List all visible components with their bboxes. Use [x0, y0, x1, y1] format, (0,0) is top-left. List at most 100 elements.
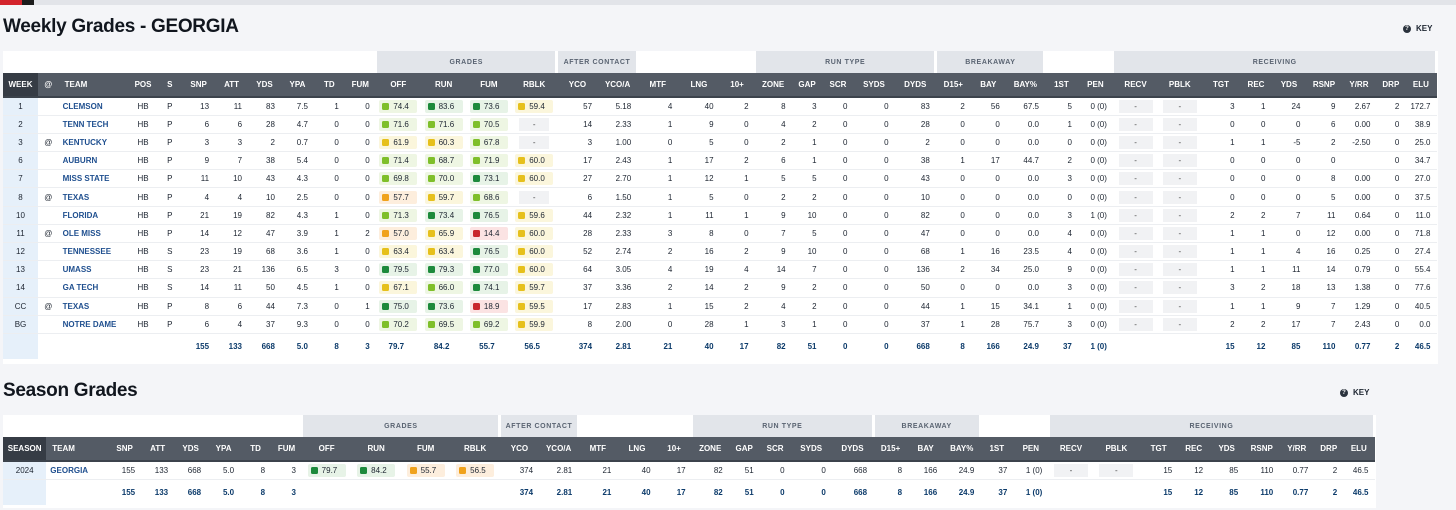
opponent-link[interactable]: NOTRE DAME [58, 315, 129, 334]
column-header-38[interactable]: ELU [1405, 73, 1437, 98]
season-column-header-21[interactable]: DYDS [831, 437, 874, 462]
yds-cell: 136 [248, 260, 281, 280]
season-column-header-9[interactable]: RUN [351, 437, 401, 462]
column-header-33[interactable]: REC [1240, 73, 1272, 98]
column-header-18[interactable]: LNG [678, 73, 720, 98]
column-header-31[interactable]: PBLK [1158, 73, 1202, 98]
fum-cell: 3 [271, 461, 302, 480]
season-column-header-28[interactable]: PBLK [1093, 437, 1140, 462]
column-header-37[interactable]: DRP [1376, 73, 1406, 98]
column-header-20[interactable]: ZONE [754, 73, 792, 98]
season-column-header-15[interactable]: LNG [617, 437, 657, 462]
season-column-header-12[interactable]: YCO [499, 437, 540, 462]
season-column-header-5[interactable]: YPA [207, 437, 241, 462]
column-header-24[interactable]: DYDS [894, 73, 936, 98]
column-header-26[interactable]: BAY [970, 73, 1006, 98]
opponent-link[interactable]: TENNESSEE [58, 242, 129, 262]
column-header-3[interactable]: POS [128, 73, 158, 98]
column-header-0[interactable]: WEEK [3, 73, 38, 98]
season-column-header-17[interactable]: ZONE [691, 437, 729, 462]
season-key-button[interactable]: ? KEY [1340, 388, 1369, 397]
season-column-header-11[interactable]: RBLK [450, 437, 500, 462]
season-column-header-32[interactable]: RSNP [1244, 437, 1280, 462]
season-column-header-16[interactable]: 10+ [656, 437, 692, 462]
status-cell: P [157, 206, 183, 225]
season-column-header-7[interactable]: FUM [271, 437, 302, 462]
season-column-header-19[interactable]: SCR [759, 437, 791, 462]
season-column-header-3[interactable]: ATT [141, 437, 175, 462]
column-header-25[interactable]: D15+ [935, 73, 971, 98]
pblk-cell: - [1158, 242, 1202, 262]
opponent-link[interactable]: MISS STATE [58, 169, 129, 189]
column-header-30[interactable]: RECV [1112, 73, 1159, 98]
column-header-13[interactable]: FUM [466, 73, 512, 98]
column-header-14[interactable]: RBLK [511, 73, 557, 98]
column-header-15[interactable]: YCO [556, 73, 599, 98]
season-column-header-1[interactable]: TEAM [46, 437, 109, 462]
season-column-header-24[interactable]: BAY% [943, 437, 981, 462]
column-header-34[interactable]: YDS [1271, 73, 1307, 98]
season-column-header-2[interactable]: SNP [108, 437, 142, 462]
column-header-6[interactable]: ATT [215, 73, 249, 98]
season-column-header-8[interactable]: OFF [301, 437, 352, 462]
opponent-link[interactable]: UMASS [58, 260, 129, 280]
column-header-22[interactable]: SCR [822, 73, 854, 98]
column-header-4[interactable]: S [157, 73, 183, 98]
column-header-29[interactable]: PEN [1077, 73, 1113, 98]
column-header-5[interactable]: SNP [182, 73, 216, 98]
column-header-11[interactable]: OFF [375, 73, 421, 98]
opponent-link[interactable]: GA TECH [58, 278, 129, 298]
weekly-table-body: 1 CLEMSON HB P 13 11 83 7.5 1 0 74.4 83.6 73.6 59.4 57… [3, 97, 1437, 334]
column-header-32[interactable]: TGT [1201, 73, 1241, 98]
season-column-header-0[interactable]: SEASON [3, 437, 47, 462]
season-column-header-34[interactable]: DRP [1314, 437, 1344, 462]
opponent-link[interactable]: KENTUCKY [58, 133, 129, 153]
season-column-header-30[interactable]: REC [1178, 437, 1210, 462]
season-column-header-14[interactable]: MTF [578, 437, 618, 462]
column-header-17[interactable]: MTF [637, 73, 679, 98]
opponent-link[interactable]: TEXAS [58, 187, 129, 207]
d15-cell: 2 [935, 97, 971, 116]
season-column-header-33[interactable]: Y/RR [1279, 437, 1315, 462]
season-column-header-23[interactable]: BAY [908, 437, 944, 462]
column-header-23[interactable]: SYDS [853, 73, 895, 98]
column-header-21[interactable]: GAP [791, 73, 823, 98]
total-rsnp: 110 [1244, 478, 1280, 506]
season-column-header-25[interactable]: 1ST [980, 437, 1014, 462]
opponent-link[interactable]: CLEMSON [58, 97, 129, 116]
season-column-header-4[interactable]: YDS [174, 437, 208, 462]
column-header-10[interactable]: FUM [344, 73, 376, 98]
season-column-header-13[interactable]: YCO/A [539, 437, 579, 462]
column-header-27[interactable]: BAY% [1005, 73, 1045, 98]
column-header-12[interactable]: RUN [420, 73, 467, 98]
season-column-header-35[interactable]: ELU [1343, 437, 1375, 462]
season-column-header-10[interactable]: FUM [400, 437, 451, 462]
season-column-header-29[interactable]: TGT [1139, 437, 1179, 462]
season-column-header-27[interactable]: RECV [1048, 437, 1094, 462]
season-column-header-22[interactable]: D15+ [873, 437, 909, 462]
column-header-7[interactable]: YDS [248, 73, 281, 98]
ten-cell: 2 [719, 297, 755, 316]
column-header-8[interactable]: YPA [280, 73, 314, 98]
season-column-header-6[interactable]: TD [240, 437, 272, 462]
column-header-1[interactable]: @ [38, 73, 59, 98]
column-header-28[interactable]: 1ST [1044, 73, 1078, 98]
season-column-header-31[interactable]: YDS [1209, 437, 1245, 462]
opponent-link[interactable]: AUBURN [58, 151, 129, 171]
opponent-link[interactable]: FLORIDA [58, 206, 129, 225]
column-header-35[interactable]: RSNP [1306, 73, 1342, 98]
column-header-16[interactable]: YCO/A [598, 73, 638, 98]
column-header-36[interactable]: Y/RR [1341, 73, 1377, 98]
season-column-header-26[interactable]: PEN [1013, 437, 1049, 462]
opponent-link[interactable]: TENN TECH [58, 115, 129, 134]
weekly-key-button[interactable]: ? KEY [1403, 24, 1432, 33]
column-header-19[interactable]: 10+ [719, 73, 755, 98]
column-header-2[interactable]: TEAM [58, 73, 129, 98]
opponent-link[interactable]: TEXAS [58, 297, 129, 316]
opponent-link[interactable]: OLE MISS [58, 224, 129, 244]
season-column-header-20[interactable]: SYDS [790, 437, 832, 462]
ten-cell: 4 [719, 260, 755, 280]
season-column-header-18[interactable]: GAP [728, 437, 760, 462]
grade-color-swatch [310, 466, 318, 474]
column-header-9[interactable]: TD [313, 73, 345, 98]
